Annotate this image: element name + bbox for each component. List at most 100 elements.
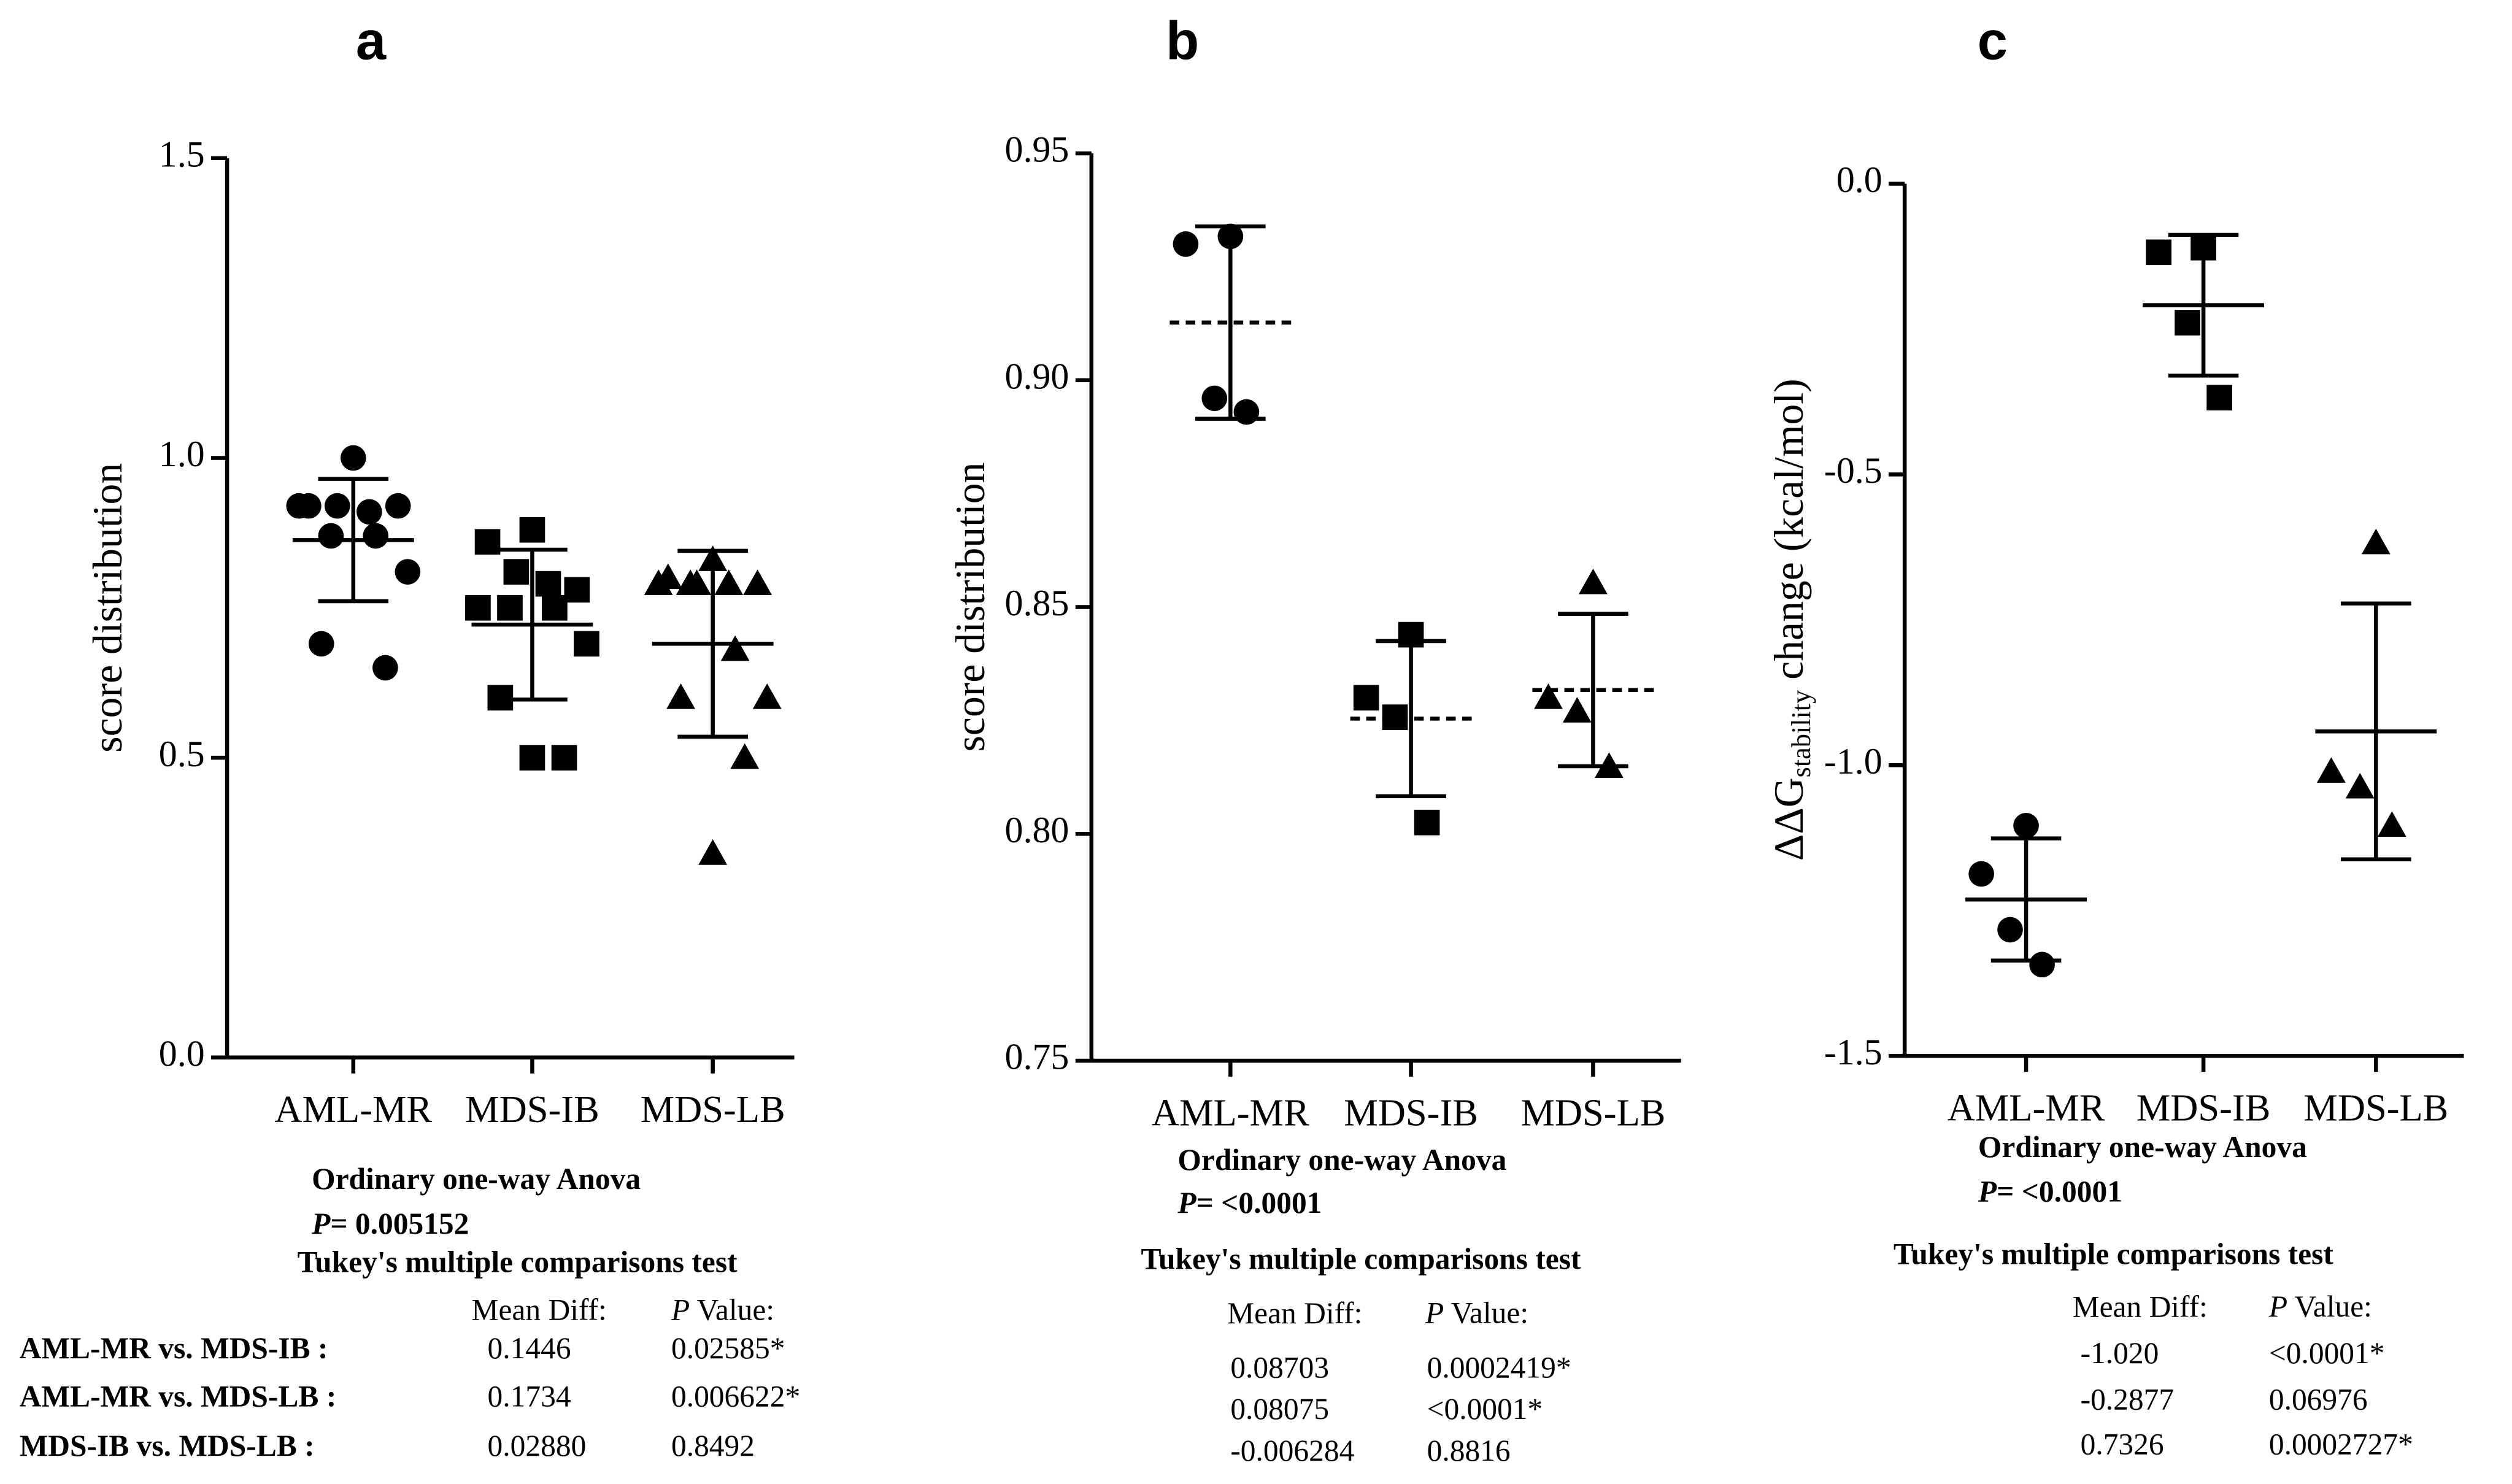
point	[2013, 812, 2039, 839]
comparison: MDS-IB vs. MDS-LB :	[20, 1429, 315, 1463]
point	[356, 499, 382, 525]
header: P Value:	[671, 1293, 774, 1327]
anova-p: P= 0.005152	[311, 1207, 469, 1240]
mean-diff: -0.006284	[1230, 1434, 1354, 1467]
y-tick-label: 0.85	[1005, 583, 1069, 623]
mean-diff: -1.020	[2081, 1336, 2159, 1370]
mean-diff: 0.1446	[488, 1331, 571, 1365]
point	[2029, 952, 2055, 978]
y-tick-label: 1.0	[159, 434, 205, 474]
anova-title: Ordinary one-way Anova	[312, 1162, 641, 1196]
point	[324, 493, 350, 519]
y-axis-label: ΔΔGstability change (kcal/mol)	[1765, 379, 1816, 861]
header-p-label: P	[671, 1293, 690, 1327]
header-p: Value:	[2287, 1290, 2372, 1324]
point	[1201, 385, 1228, 412]
point	[2316, 757, 2346, 783]
point	[318, 523, 344, 549]
anova-title: Ordinary one-way Anova	[1177, 1143, 1506, 1177]
header: Mean Diff:	[2073, 1290, 2208, 1324]
panel-title: c	[1978, 10, 2008, 71]
anova-title: Ordinary one-way Anova	[1978, 1130, 2307, 1164]
header: P Value:	[1425, 1296, 1528, 1330]
anova-p: P= <0.0001	[1978, 1175, 2122, 1209]
p-value-cell: 0.8816	[1427, 1434, 1511, 1467]
point	[730, 743, 760, 769]
x-tick-label: AML-MR	[1948, 1086, 2105, 1129]
mean-diff: 0.1734	[488, 1379, 571, 1413]
point	[487, 685, 514, 711]
point	[1233, 399, 1260, 425]
y-tick-label: 0.90	[1005, 356, 1069, 396]
point	[2146, 239, 2172, 266]
p-value-cell: 0.0002727*	[2269, 1427, 2413, 1461]
point	[698, 839, 728, 865]
y-tick-label: 0.80	[1005, 810, 1069, 850]
y-tick-label: -0.5	[1824, 450, 1882, 491]
y-label-main: ΔΔG	[1765, 777, 1811, 861]
x-tick-label: AML-MR	[1152, 1091, 1309, 1134]
y-tick-label: 0.75	[1005, 1037, 1069, 1077]
point	[2377, 811, 2406, 837]
y-axis-label: score distribution	[85, 463, 131, 753]
point	[2206, 385, 2232, 411]
p-value: = <0.0001	[1196, 1186, 1322, 1220]
point	[1353, 685, 1379, 711]
header-p: Value:	[690, 1293, 774, 1327]
x-tick-label: MDS-IB	[1344, 1091, 1478, 1134]
x-tick-label: MDS-LB	[2303, 1086, 2448, 1129]
point	[340, 445, 366, 471]
header-p-label: P	[1425, 1296, 1444, 1330]
point	[551, 745, 577, 771]
p-value-cell: 0.8492	[671, 1429, 755, 1463]
point	[372, 655, 398, 681]
x-tick-label: MDS-IB	[2136, 1086, 2271, 1129]
point	[1398, 621, 1424, 648]
header: P Value:	[2268, 1290, 2372, 1324]
point	[474, 529, 501, 555]
p-value: = <0.0001	[1997, 1175, 2122, 1209]
tukey-title: Tukey's multiple comparisons test	[1894, 1237, 2333, 1271]
point	[503, 559, 530, 585]
tukey-title: Tukey's multiple comparisons test	[298, 1245, 738, 1279]
point	[385, 493, 411, 519]
header: Mean Diff:	[1227, 1296, 1362, 1330]
point	[1534, 683, 1563, 709]
point	[2175, 310, 2200, 336]
point	[1595, 752, 1624, 779]
p-value-cell: 0.006622*	[671, 1379, 800, 1413]
point	[1578, 568, 1608, 594]
point	[720, 635, 750, 661]
point	[2361, 528, 2391, 555]
point	[286, 493, 312, 519]
p-label: P	[311, 1207, 331, 1240]
point	[519, 745, 545, 771]
point	[535, 571, 561, 597]
p-value-cell: <0.0001*	[1427, 1392, 1543, 1426]
point	[2345, 772, 2375, 799]
point	[395, 559, 421, 585]
y-axis-label: score distribution	[947, 463, 993, 752]
comparison: AML-MR vs. MDS-IB :	[20, 1331, 328, 1365]
y-tick-label: 0.0	[1836, 160, 1882, 200]
point	[714, 569, 744, 595]
mean-diff: 0.02880	[488, 1429, 587, 1463]
y-tick-label: 0.5	[159, 734, 205, 774]
x-tick-label: MDS-LB	[1520, 1091, 1665, 1134]
point	[542, 594, 568, 621]
point	[1382, 704, 1408, 731]
p-value-cell: 0.06976	[2269, 1383, 2368, 1417]
p-value-cell: 0.02585*	[671, 1331, 785, 1365]
mean-diff: 0.08075	[1230, 1392, 1329, 1426]
point	[497, 594, 523, 621]
x-tick-label: AML-MR	[274, 1088, 432, 1131]
y-label-rest: change (kcal/mol)	[1765, 379, 1811, 690]
point	[1414, 809, 1440, 836]
p-value-cell: 0.0002419*	[1427, 1350, 1571, 1384]
point	[644, 569, 673, 595]
point	[676, 569, 705, 595]
mean-diff: 0.08703	[1230, 1350, 1329, 1384]
p-label: P	[1177, 1186, 1196, 1220]
header-p: Value:	[1444, 1296, 1528, 1330]
